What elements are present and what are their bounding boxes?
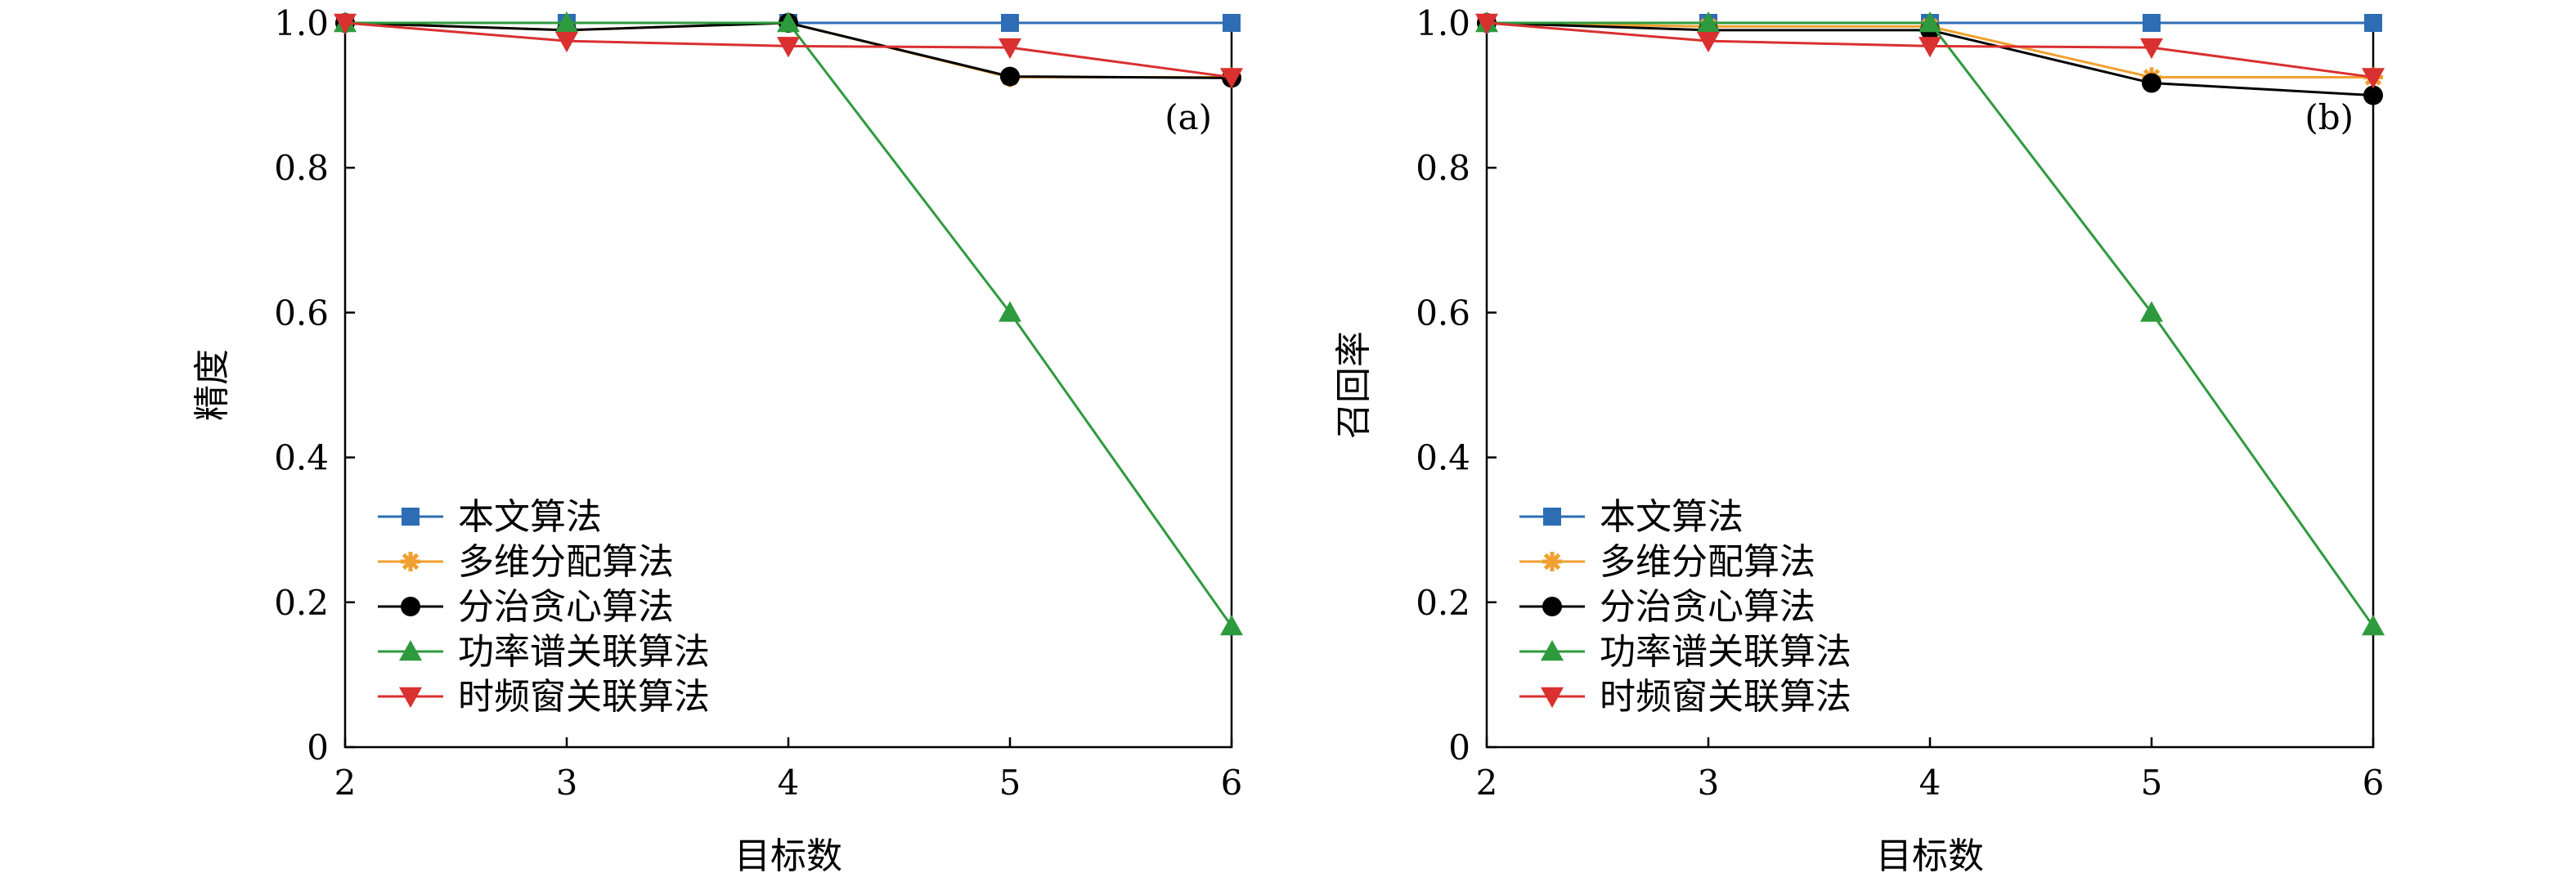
legend-marker	[1541, 687, 1564, 708]
legend-entry: 时频窗关联算法	[1519, 676, 1851, 718]
legend-entry: 本文算法	[378, 496, 602, 538]
x-tick-label: 2	[334, 763, 357, 803]
series-5	[334, 13, 1243, 89]
legend-marker	[402, 508, 420, 526]
legend-entry: 功率谱关联算法	[378, 631, 710, 673]
data-point	[999, 38, 1021, 60]
legend-entry: 分治贪心算法	[1519, 586, 1815, 628]
data-point	[2363, 85, 2383, 105]
legend-entry: 本文算法	[1519, 496, 1744, 538]
data-point	[999, 301, 1021, 322]
legend-label: 本文算法	[458, 496, 602, 538]
series-5	[1475, 13, 2385, 89]
data-point	[1000, 66, 1020, 87]
x-tick-label: 4	[1919, 763, 1941, 803]
legend-marker	[401, 552, 420, 571]
x-axis-title: 目标数	[734, 835, 842, 877]
y-tick-label: 0.4	[1416, 438, 1470, 478]
legend-entry: 功率谱关联算法	[1519, 631, 1851, 673]
legend-marker	[1542, 552, 1562, 571]
x-tick-label: 6	[2363, 763, 2385, 803]
legend-label: 时频窗关联算法	[1600, 676, 1851, 718]
y-tick-label: 0.6	[274, 293, 329, 333]
data-point	[777, 11, 800, 33]
legend-label: 分治贪心算法	[1600, 586, 1815, 628]
data-point	[2362, 615, 2385, 636]
data-point	[777, 37, 800, 58]
y-tick-label: 1.0	[274, 3, 329, 43]
data-point	[1697, 31, 1720, 53]
legend-marker	[1543, 508, 1561, 526]
data-point	[555, 11, 578, 33]
data-point	[1220, 615, 1243, 636]
x-tick-label: 3	[556, 763, 578, 803]
data-point	[2142, 73, 2161, 93]
legend-marker	[1542, 597, 1562, 616]
x-tick-label: 2	[1476, 763, 1498, 803]
data-point	[1220, 68, 1243, 89]
data-point	[2364, 14, 2382, 32]
data-point	[2140, 301, 2163, 322]
panel-label: (a)	[1165, 97, 1212, 137]
data-point	[555, 31, 578, 53]
data-point	[1001, 14, 1019, 32]
y-axis-title: 召回率	[1333, 331, 1375, 439]
x-tick-label: 3	[1698, 763, 1720, 803]
y-tick-label: 0	[307, 728, 329, 768]
data-point	[2140, 38, 2163, 60]
data-point	[1919, 37, 1941, 58]
x-tick-label: 5	[2141, 763, 2163, 803]
legend-label: 分治贪心算法	[458, 586, 674, 628]
y-tick-label: 1.0	[1416, 3, 1470, 43]
legend-label: 多维分配算法	[1600, 541, 1815, 583]
data-point	[2362, 68, 2385, 89]
series-4	[334, 11, 1243, 636]
y-tick-label: 0.4	[274, 438, 329, 478]
legend-entry: 时频窗关联算法	[378, 676, 710, 718]
data-point	[334, 13, 357, 34]
x-tick-label: 4	[778, 763, 800, 803]
legend-label: 时频窗关联算法	[458, 676, 710, 718]
legend-label: 功率谱关联算法	[458, 631, 710, 673]
legend-marker	[401, 597, 420, 616]
legend-label: 功率谱关联算法	[1600, 631, 1851, 673]
legend-marker	[1541, 640, 1564, 661]
y-axis-title: 精度	[191, 349, 233, 421]
legend-label: 本文算法	[1600, 496, 1744, 538]
legend-entry: 多维分配算法	[1519, 541, 1815, 583]
x-tick-label: 5	[999, 763, 1021, 803]
legend-entry: 分治贪心算法	[378, 586, 674, 628]
y-tick-label: 0.2	[1416, 583, 1470, 623]
x-tick-label: 6	[1221, 763, 1243, 803]
legend-marker	[399, 687, 422, 708]
y-tick-label: 0.6	[1416, 293, 1470, 333]
y-tick-label: 0.8	[1416, 148, 1470, 188]
legend-marker	[399, 640, 422, 661]
chart-panel-a: 2 3 4 5 6 0 0.2 0.4 0.6 0.8 1.0 目标数 精度 (a) 本文算法多维分配算法分…	[191, 3, 1243, 877]
y-tick-label: 0.2	[274, 583, 329, 623]
legend-label: 多维分配算法	[458, 541, 674, 583]
data-point	[1223, 14, 1241, 32]
data-point	[1475, 13, 1498, 34]
data-point	[1919, 11, 1941, 33]
y-tick-label: 0.8	[274, 148, 329, 188]
x-axis-title: 目标数	[1876, 835, 1984, 877]
panel-label: (b)	[2304, 97, 2354, 137]
y-tick-label: 0	[1448, 728, 1470, 768]
data-point	[1697, 11, 1720, 33]
legend-entry: 多维分配算法	[378, 541, 674, 583]
data-point	[2143, 14, 2161, 32]
chart-panel-b: 2 3 4 5 6 0 0.2 0.4 0.6 0.8 1.0 目标数 召回率 (b) 本文算法多维分配算法…	[1333, 3, 2385, 877]
